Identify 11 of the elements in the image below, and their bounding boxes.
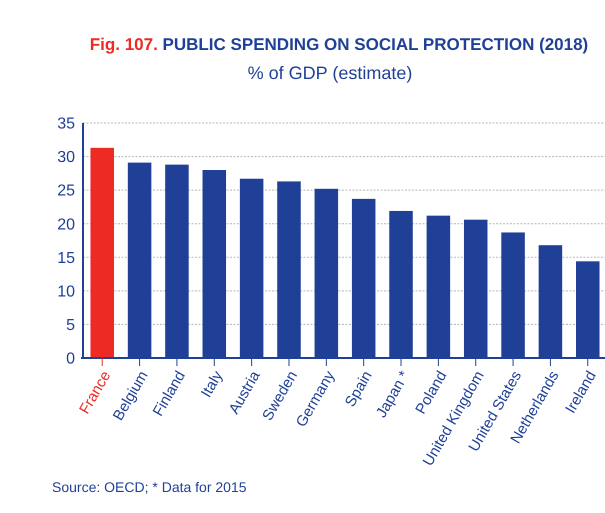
y-tick-label: 15: [57, 250, 76, 267]
y-tick-label: 20: [57, 216, 76, 234]
chart-title: Fig. 107. PUBLIC SPENDING ON SOCIAL PROTECTION (2018): [90, 35, 588, 54]
y-tick-label: 25: [57, 182, 76, 200]
source-note: Source: OECD; * Data for 2015: [52, 479, 247, 495]
y-tick-label: 35: [57, 116, 76, 133]
chart-subtitle: % of GDP (estimate): [248, 63, 412, 83]
y-tick-label: 10: [57, 283, 76, 300]
y-tick-label: 30: [57, 149, 76, 166]
y-tick-label: 0: [66, 350, 76, 368]
y-tick-label: 5: [66, 317, 76, 334]
